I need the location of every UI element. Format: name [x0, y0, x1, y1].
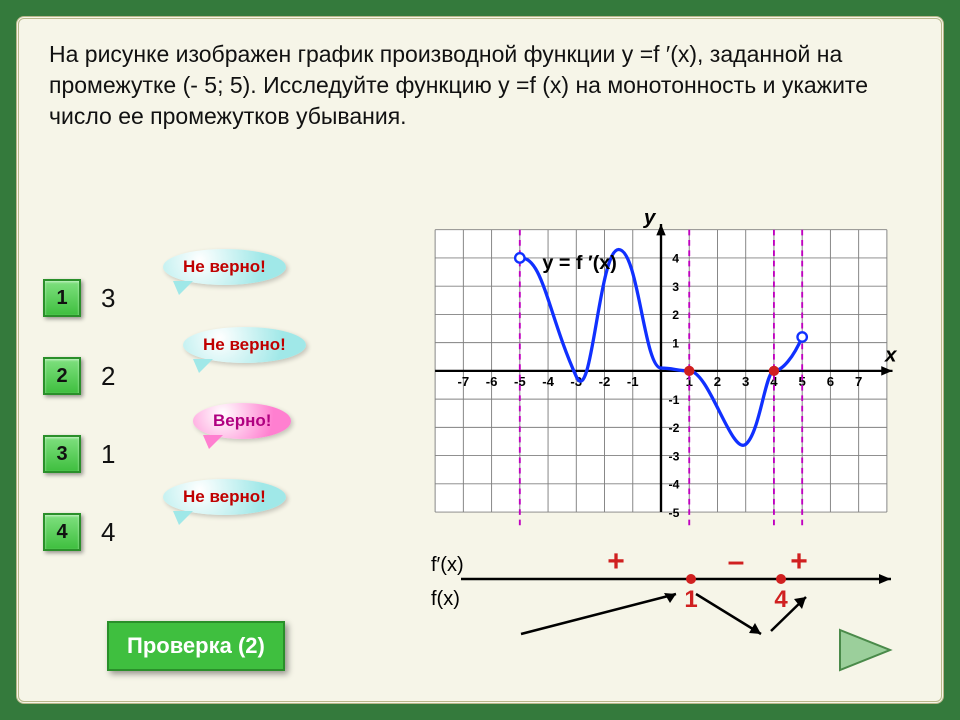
- feedback-bubble: Не верно!: [163, 249, 286, 285]
- svg-text:-7: -7: [458, 374, 470, 389]
- derivative-chart: -7-6-5-4-3-2-112345671234-1-2-3-4-5xyy =…: [421, 209, 901, 529]
- answers-panel: 13Не верно!22Не верно!31Верно!44Не верно…: [43, 259, 403, 571]
- svg-text:+: +: [790, 545, 808, 578]
- feedback-bubble: Не верно!: [163, 479, 286, 515]
- svg-text:+: +: [607, 545, 625, 578]
- check-button[interactable]: Проверка (2): [107, 621, 285, 671]
- svg-text:-3: -3: [669, 449, 680, 463]
- sign-line: f′(x)f(x)14+–+: [421, 539, 901, 649]
- svg-text:-4: -4: [669, 478, 680, 492]
- svg-text:1: 1: [672, 336, 679, 350]
- svg-text:2: 2: [714, 374, 721, 389]
- feedback-bubble: Верно!: [193, 403, 291, 439]
- answer-button-4[interactable]: 4: [43, 513, 81, 551]
- svg-text:6: 6: [827, 374, 834, 389]
- next-button[interactable]: [835, 625, 895, 675]
- svg-text:-4: -4: [542, 374, 554, 389]
- answer-button-2[interactable]: 2: [43, 357, 81, 395]
- svg-text:-6: -6: [486, 374, 498, 389]
- answer-value: 3: [101, 283, 115, 314]
- answer-value: 4: [101, 517, 115, 548]
- svg-text:4: 4: [774, 586, 788, 613]
- answer-row: 44Не верно!: [43, 493, 403, 571]
- svg-text:y: y: [643, 209, 657, 229]
- answer-row: 13Не верно!: [43, 259, 403, 337]
- svg-text:-2: -2: [599, 374, 611, 389]
- question-text: На рисунке изображен график производной …: [49, 39, 921, 132]
- svg-text:-1: -1: [669, 393, 680, 407]
- svg-text:3: 3: [742, 374, 749, 389]
- svg-text:3: 3: [672, 280, 679, 294]
- svg-text:f(x): f(x): [431, 588, 460, 610]
- svg-text:-2: -2: [669, 421, 680, 435]
- answer-button-3[interactable]: 3: [43, 435, 81, 473]
- svg-text:x: x: [884, 343, 898, 366]
- svg-text:-1: -1: [627, 374, 639, 389]
- answer-button-1[interactable]: 1: [43, 279, 81, 317]
- svg-text:7: 7: [855, 374, 862, 389]
- svg-text:1: 1: [684, 586, 697, 613]
- svg-text:4: 4: [672, 252, 679, 266]
- answer-value: 2: [101, 361, 115, 392]
- svg-text:-5: -5: [669, 506, 680, 520]
- svg-text:f′(x): f′(x): [431, 554, 464, 576]
- feedback-bubble: Не верно!: [183, 327, 306, 363]
- svg-text:2: 2: [672, 308, 679, 322]
- svg-text:y = f ′(x): y = f ′(x): [542, 252, 616, 274]
- answer-value: 1: [101, 439, 115, 470]
- svg-text:–: –: [728, 545, 745, 578]
